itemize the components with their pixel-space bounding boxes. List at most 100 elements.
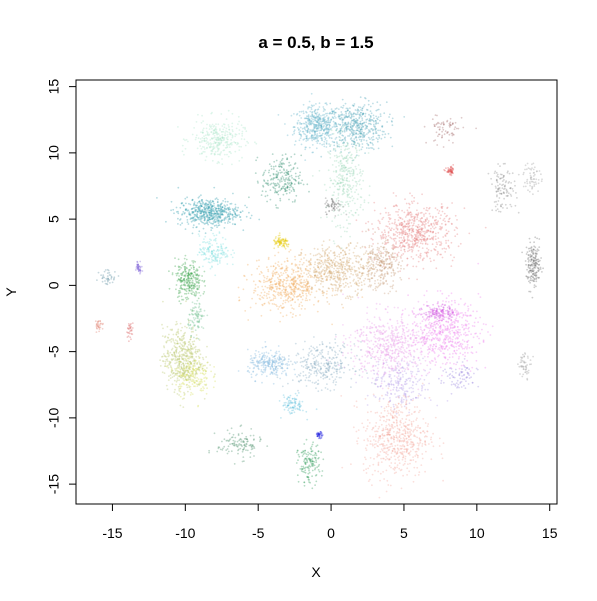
point (277, 237, 280, 239)
point (415, 234, 418, 236)
point (226, 143, 229, 146)
point (401, 239, 404, 242)
point (233, 215, 236, 218)
point (440, 123, 442, 126)
point (354, 120, 357, 122)
point (381, 125, 383, 128)
point (237, 206, 240, 209)
point (339, 280, 342, 282)
point (319, 135, 321, 138)
point (278, 265, 280, 268)
point (352, 119, 355, 122)
point (436, 253, 439, 256)
point (234, 206, 237, 209)
point (257, 182, 259, 184)
point (231, 256, 234, 259)
point (317, 126, 320, 129)
point (317, 124, 319, 127)
point (339, 130, 342, 133)
point (370, 263, 373, 265)
point (175, 274, 178, 277)
point (497, 200, 500, 202)
point (354, 202, 356, 205)
point (358, 113, 361, 116)
point (437, 133, 440, 136)
point (312, 122, 315, 125)
point (389, 136, 392, 139)
point (182, 138, 185, 141)
point (223, 207, 226, 210)
point (370, 258, 373, 260)
point (180, 284, 183, 286)
point (210, 239, 213, 242)
point (241, 210, 244, 213)
point (277, 114, 280, 116)
point (346, 154, 349, 157)
point (338, 117, 341, 120)
point (360, 115, 362, 118)
point (331, 264, 333, 267)
point (277, 294, 280, 297)
point (315, 125, 318, 128)
point (395, 210, 397, 213)
point (245, 215, 248, 218)
point (365, 125, 367, 127)
point (295, 282, 298, 285)
point (415, 265, 418, 268)
point (360, 123, 363, 126)
point (381, 133, 384, 136)
point (350, 272, 352, 275)
point (390, 120, 393, 122)
point (361, 133, 363, 136)
point (336, 224, 339, 227)
point (326, 131, 328, 134)
point (332, 261, 334, 264)
point (338, 283, 340, 286)
point (305, 278, 308, 281)
point (300, 258, 303, 261)
point (460, 116, 463, 119)
point (389, 261, 392, 264)
point (365, 126, 368, 129)
point (423, 225, 426, 228)
point (200, 131, 202, 134)
point (373, 125, 375, 128)
point (258, 280, 261, 282)
point (227, 109, 230, 112)
point (285, 174, 288, 177)
point (323, 255, 326, 257)
point (216, 132, 219, 135)
point (261, 304, 264, 307)
point (376, 269, 379, 272)
point (392, 246, 395, 248)
point (400, 241, 402, 244)
point (222, 243, 225, 245)
point (334, 275, 337, 278)
point (310, 115, 313, 118)
point (357, 193, 360, 196)
point (325, 206, 327, 209)
point (186, 196, 189, 199)
point (331, 164, 334, 166)
point (320, 125, 323, 128)
point (210, 150, 213, 152)
point (197, 325, 200, 327)
point (325, 146, 328, 148)
point (333, 242, 336, 245)
point (436, 144, 439, 146)
point (213, 234, 216, 237)
point (229, 211, 231, 213)
point (187, 223, 190, 225)
point (316, 124, 318, 126)
point (306, 183, 309, 186)
point (350, 121, 353, 123)
point (224, 205, 227, 208)
point (433, 224, 436, 226)
point (199, 138, 202, 140)
point (217, 198, 219, 201)
point (223, 134, 226, 137)
point (305, 146, 307, 149)
point (293, 129, 296, 132)
point (283, 306, 285, 309)
point (324, 264, 327, 266)
